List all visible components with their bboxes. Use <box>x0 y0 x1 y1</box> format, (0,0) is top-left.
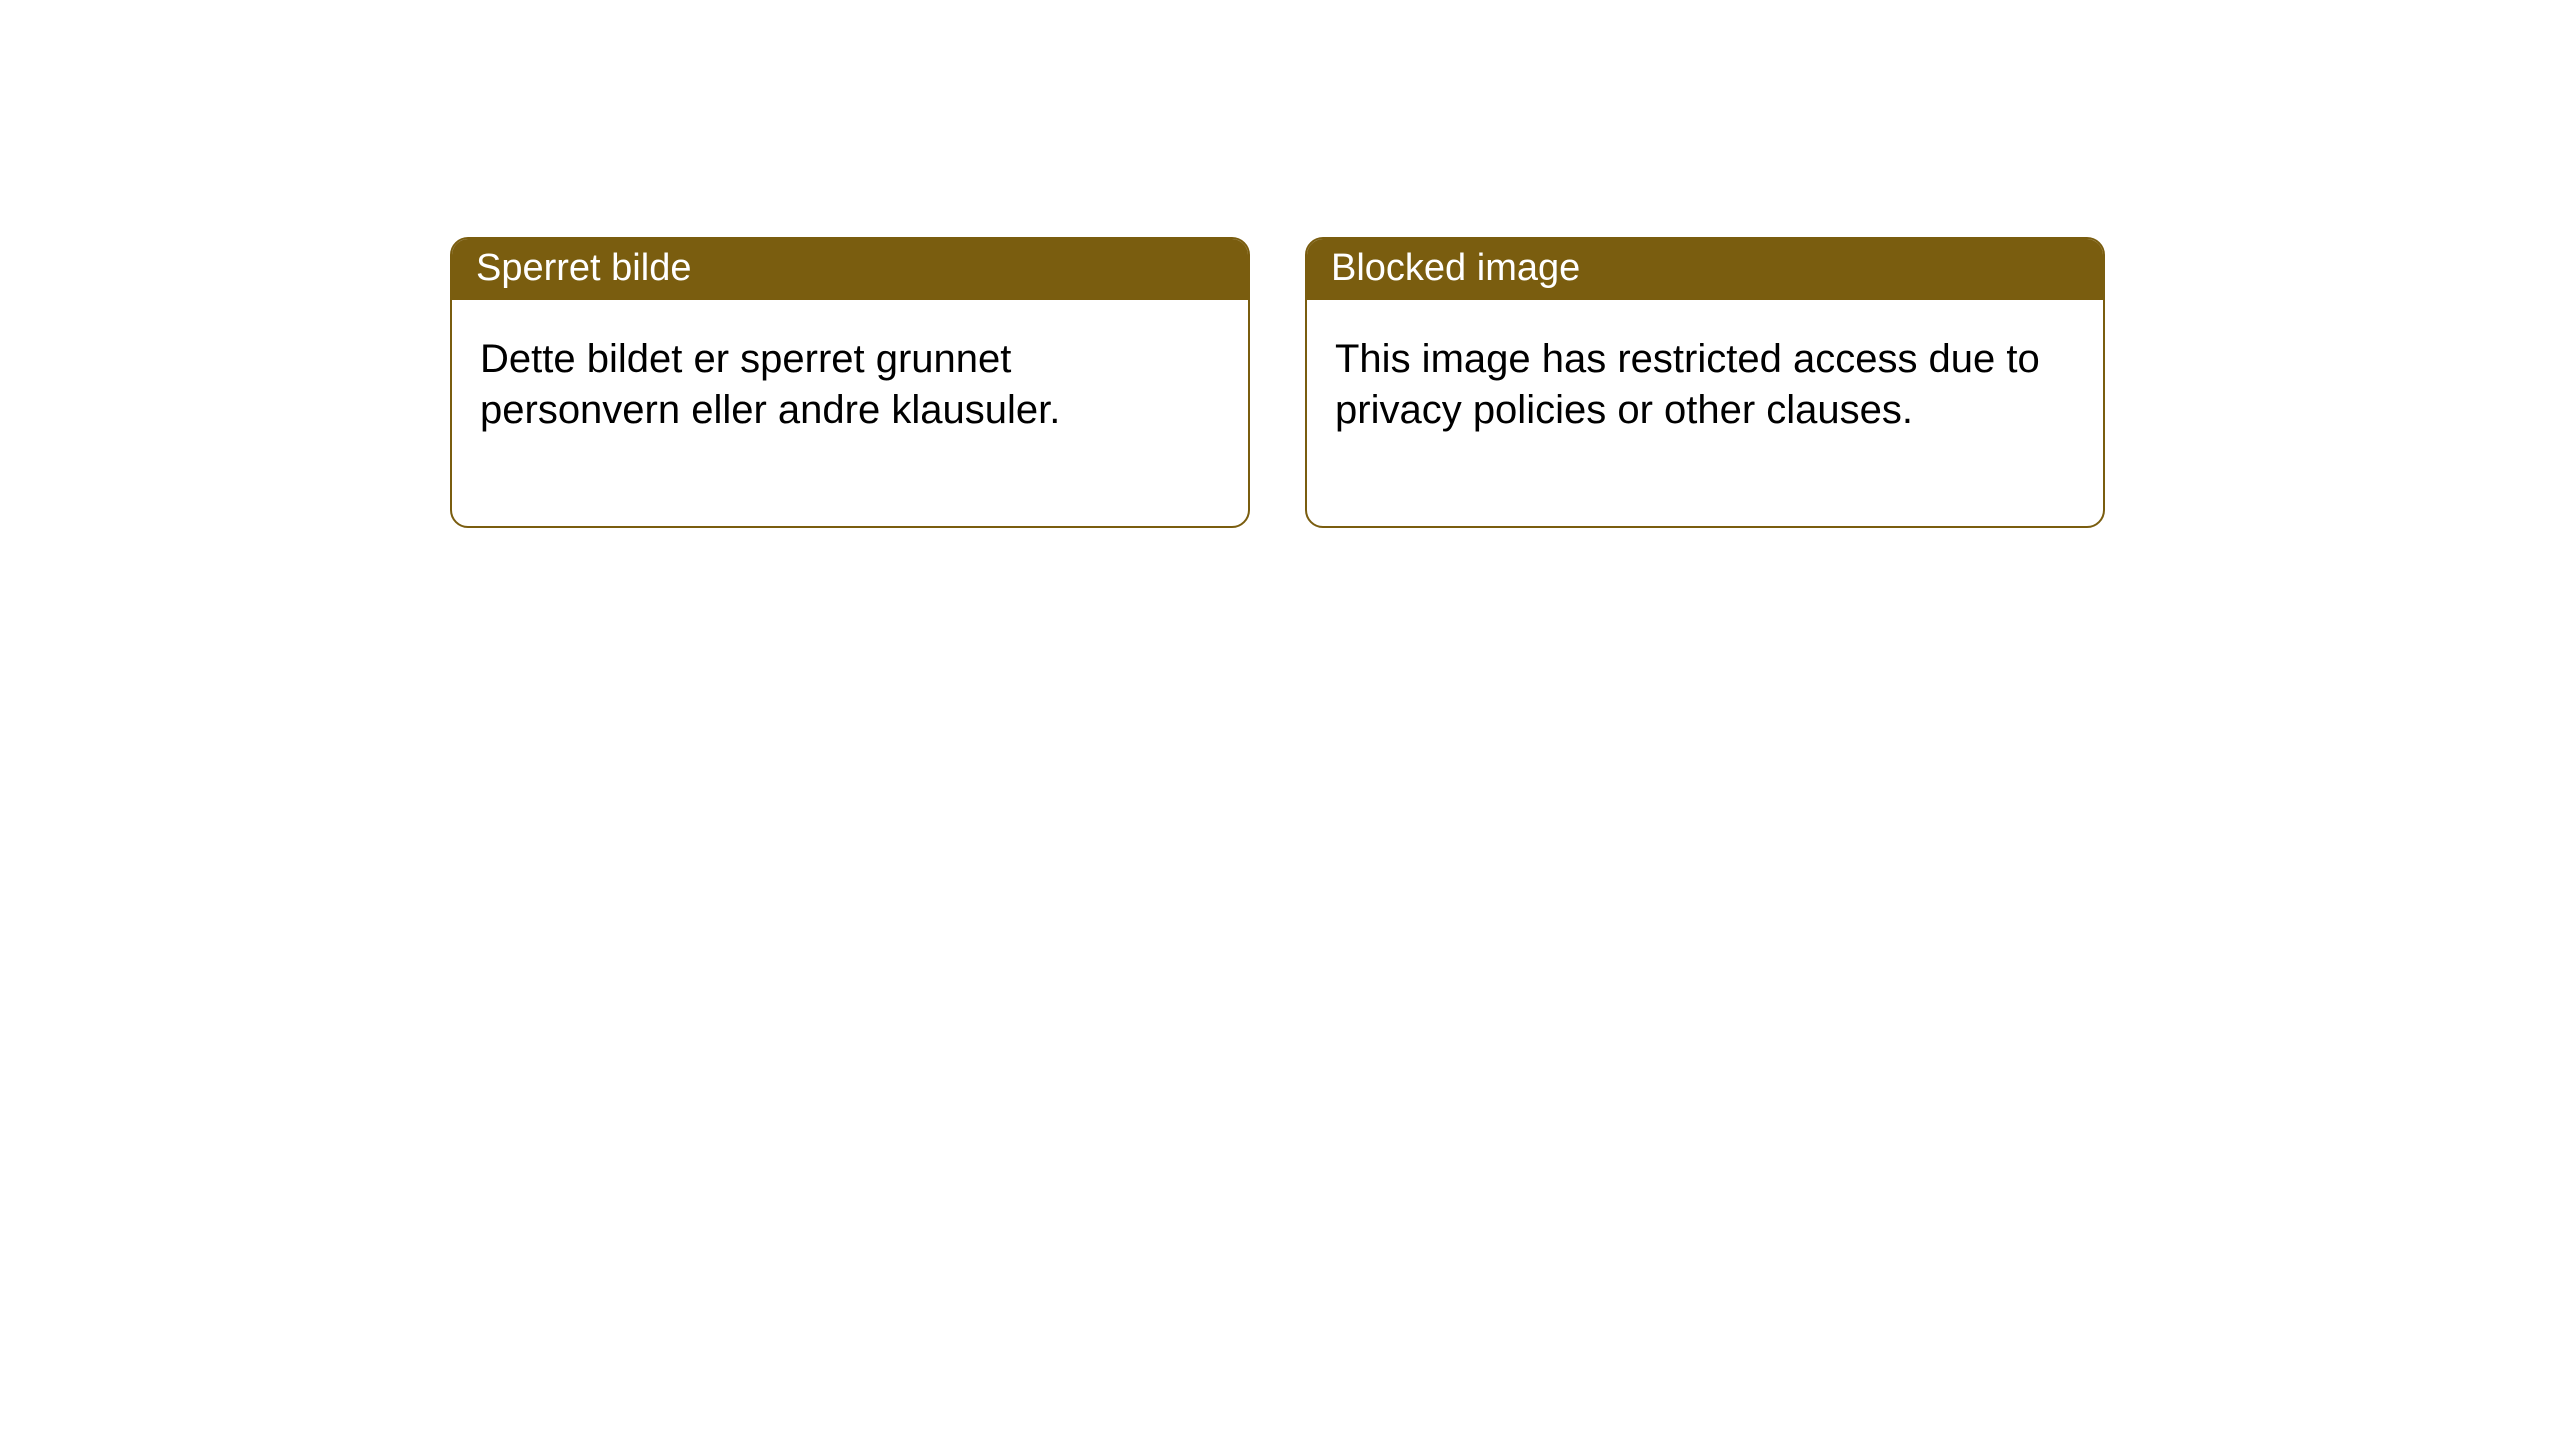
notice-card-english: Blocked image This image has restricted … <box>1305 237 2105 528</box>
notice-card-norwegian: Sperret bilde Dette bildet er sperret gr… <box>450 237 1250 528</box>
notice-container: Sperret bilde Dette bildet er sperret gr… <box>450 237 2105 528</box>
notice-header-norwegian: Sperret bilde <box>452 239 1248 300</box>
notice-header-english: Blocked image <box>1307 239 2103 300</box>
notice-body-norwegian: Dette bildet er sperret grunnet personve… <box>452 300 1248 526</box>
notice-body-english: This image has restricted access due to … <box>1307 300 2103 526</box>
